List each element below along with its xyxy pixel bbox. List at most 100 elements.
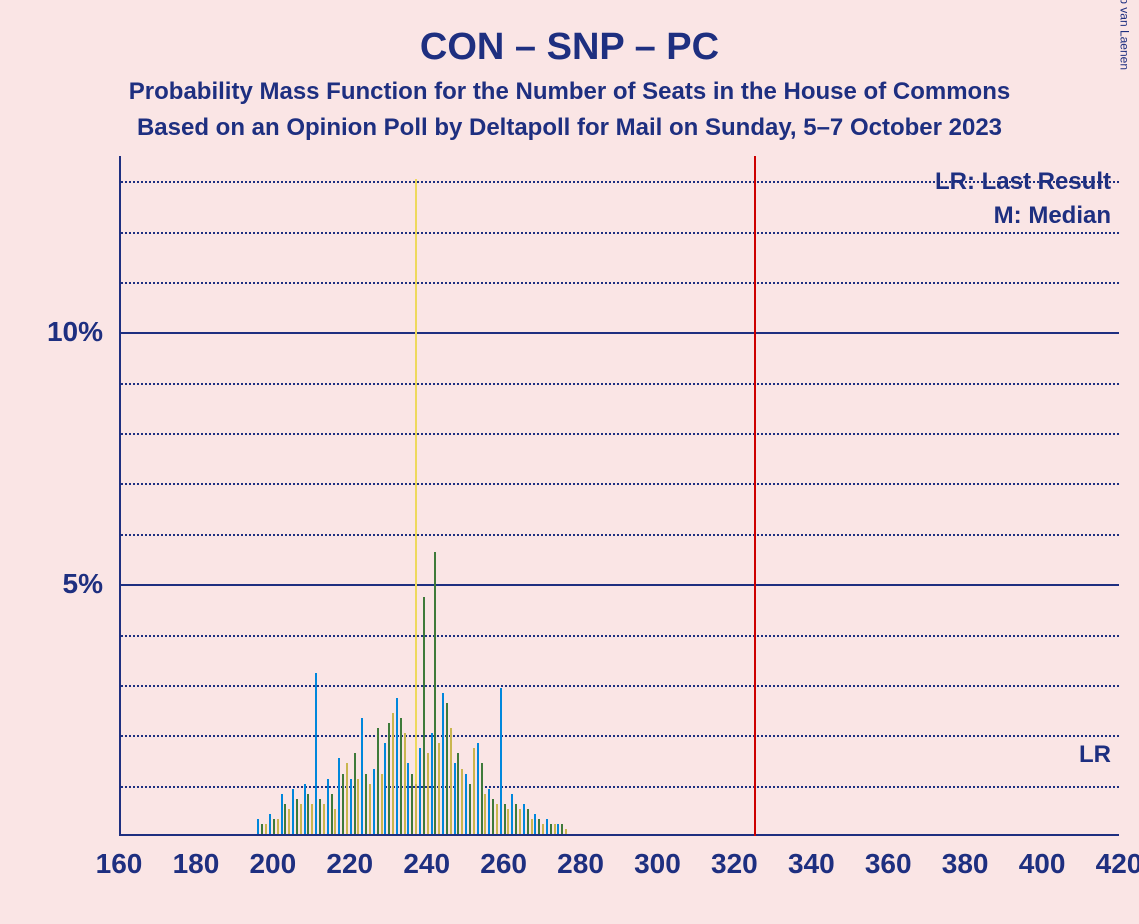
pmf-bar <box>492 799 494 834</box>
pmf-bar <box>319 799 321 834</box>
plot-area: LR: Last Result M: Median 5%10%160180200… <box>119 156 1119 836</box>
chart-title: CON – SNP – PC <box>420 26 719 69</box>
pmf-bar <box>354 753 356 834</box>
pmf-bar <box>388 723 390 834</box>
x-tick-label: 300 <box>634 848 681 880</box>
copyright-text: © 2023 Filip van Laenen <box>1117 0 1131 70</box>
pmf-bar <box>346 763 348 834</box>
gridline <box>121 433 1119 435</box>
x-tick-label: 320 <box>711 848 758 880</box>
pmf-bar <box>531 819 533 834</box>
pmf-bar <box>504 804 506 834</box>
pmf-bar <box>561 824 563 834</box>
pmf-bar <box>507 809 509 834</box>
pmf-bar <box>469 784 471 834</box>
pmf-bar <box>307 794 309 834</box>
pmf-bar <box>381 774 383 834</box>
gridline <box>121 584 1119 586</box>
pmf-bar <box>304 784 306 834</box>
pmf-bar <box>446 703 448 834</box>
median-line <box>415 179 417 834</box>
gridline <box>121 232 1119 234</box>
pmf-bar <box>442 693 444 834</box>
gridline <box>121 483 1119 485</box>
pmf-bar <box>296 799 298 834</box>
pmf-bar <box>281 794 283 834</box>
pmf-bar <box>461 769 463 834</box>
pmf-bar <box>273 819 275 834</box>
gridline <box>121 534 1119 536</box>
pmf-bar <box>357 779 359 834</box>
y-tick-label: 5% <box>63 568 103 600</box>
pmf-bar <box>265 824 267 834</box>
pmf-bar <box>327 779 329 834</box>
pmf-bar <box>377 728 379 834</box>
pmf-bar <box>523 804 525 834</box>
pmf-bar <box>473 748 475 834</box>
pmf-bar <box>477 743 479 834</box>
legend-median: M: Median <box>994 202 1111 230</box>
pmf-bar <box>496 804 498 834</box>
pmf-bar <box>454 763 456 834</box>
pmf-bar <box>411 774 413 834</box>
pmf-bar <box>369 784 371 834</box>
pmf-bar <box>338 758 340 834</box>
pmf-bar <box>450 728 452 834</box>
pmf-bar <box>323 804 325 834</box>
pmf-bar <box>515 804 517 834</box>
pmf-bar <box>438 743 440 834</box>
pmf-bar <box>488 789 490 834</box>
x-tick-label: 340 <box>788 848 835 880</box>
pmf-bar <box>404 733 406 834</box>
pmf-bar <box>419 748 421 834</box>
x-tick-label: 360 <box>865 848 912 880</box>
gridline <box>121 383 1119 385</box>
pmf-bar <box>288 809 290 834</box>
gridline <box>121 786 1119 788</box>
pmf-bar <box>392 713 394 834</box>
x-tick-label: 280 <box>557 848 604 880</box>
pmf-bar <box>542 824 544 834</box>
pmf-bar <box>465 774 467 834</box>
pmf-bar <box>365 774 367 834</box>
gridline <box>121 181 1119 183</box>
y-tick-label: 10% <box>47 316 103 348</box>
pmf-bar <box>457 753 459 834</box>
x-tick-label: 180 <box>173 848 220 880</box>
chart-subtitle-2: Based on an Opinion Poll by Deltapoll fo… <box>137 114 1002 142</box>
pmf-bar <box>554 824 556 834</box>
pmf-bar <box>427 753 429 834</box>
pmf-bar <box>277 819 279 834</box>
pmf-bar <box>300 804 302 834</box>
pmf-bar <box>431 733 433 834</box>
x-tick-label: 200 <box>249 848 296 880</box>
pmf-bar <box>423 597 425 834</box>
pmf-bar <box>361 718 363 834</box>
x-tick-label: 260 <box>480 848 527 880</box>
x-tick-label: 240 <box>403 848 450 880</box>
pmf-bar <box>284 804 286 834</box>
pmf-bar <box>396 698 398 834</box>
pmf-bar <box>257 819 259 834</box>
pmf-bar <box>334 809 336 834</box>
pmf-bar <box>384 743 386 834</box>
last-result-line <box>754 156 756 836</box>
gridline <box>121 735 1119 737</box>
pmf-bar <box>350 779 352 834</box>
pmf-bar <box>331 794 333 834</box>
pmf-bar <box>557 824 559 834</box>
pmf-bar <box>292 789 294 834</box>
pmf-bar <box>527 809 529 834</box>
x-tick-label: 380 <box>942 848 989 880</box>
pmf-bar <box>261 824 263 834</box>
x-tick-label: 420 <box>1096 848 1139 880</box>
pmf-bar <box>511 794 513 834</box>
pmf-bar <box>400 718 402 834</box>
pmf-bar <box>415 784 417 834</box>
pmf-bar <box>565 829 567 834</box>
x-tick-label: 400 <box>1019 848 1066 880</box>
pmf-bar <box>315 673 317 834</box>
x-tick-label: 160 <box>96 848 143 880</box>
y-axis <box>119 156 121 836</box>
chart-container: CON – SNP – PC Probability Mass Function… <box>0 0 1139 924</box>
